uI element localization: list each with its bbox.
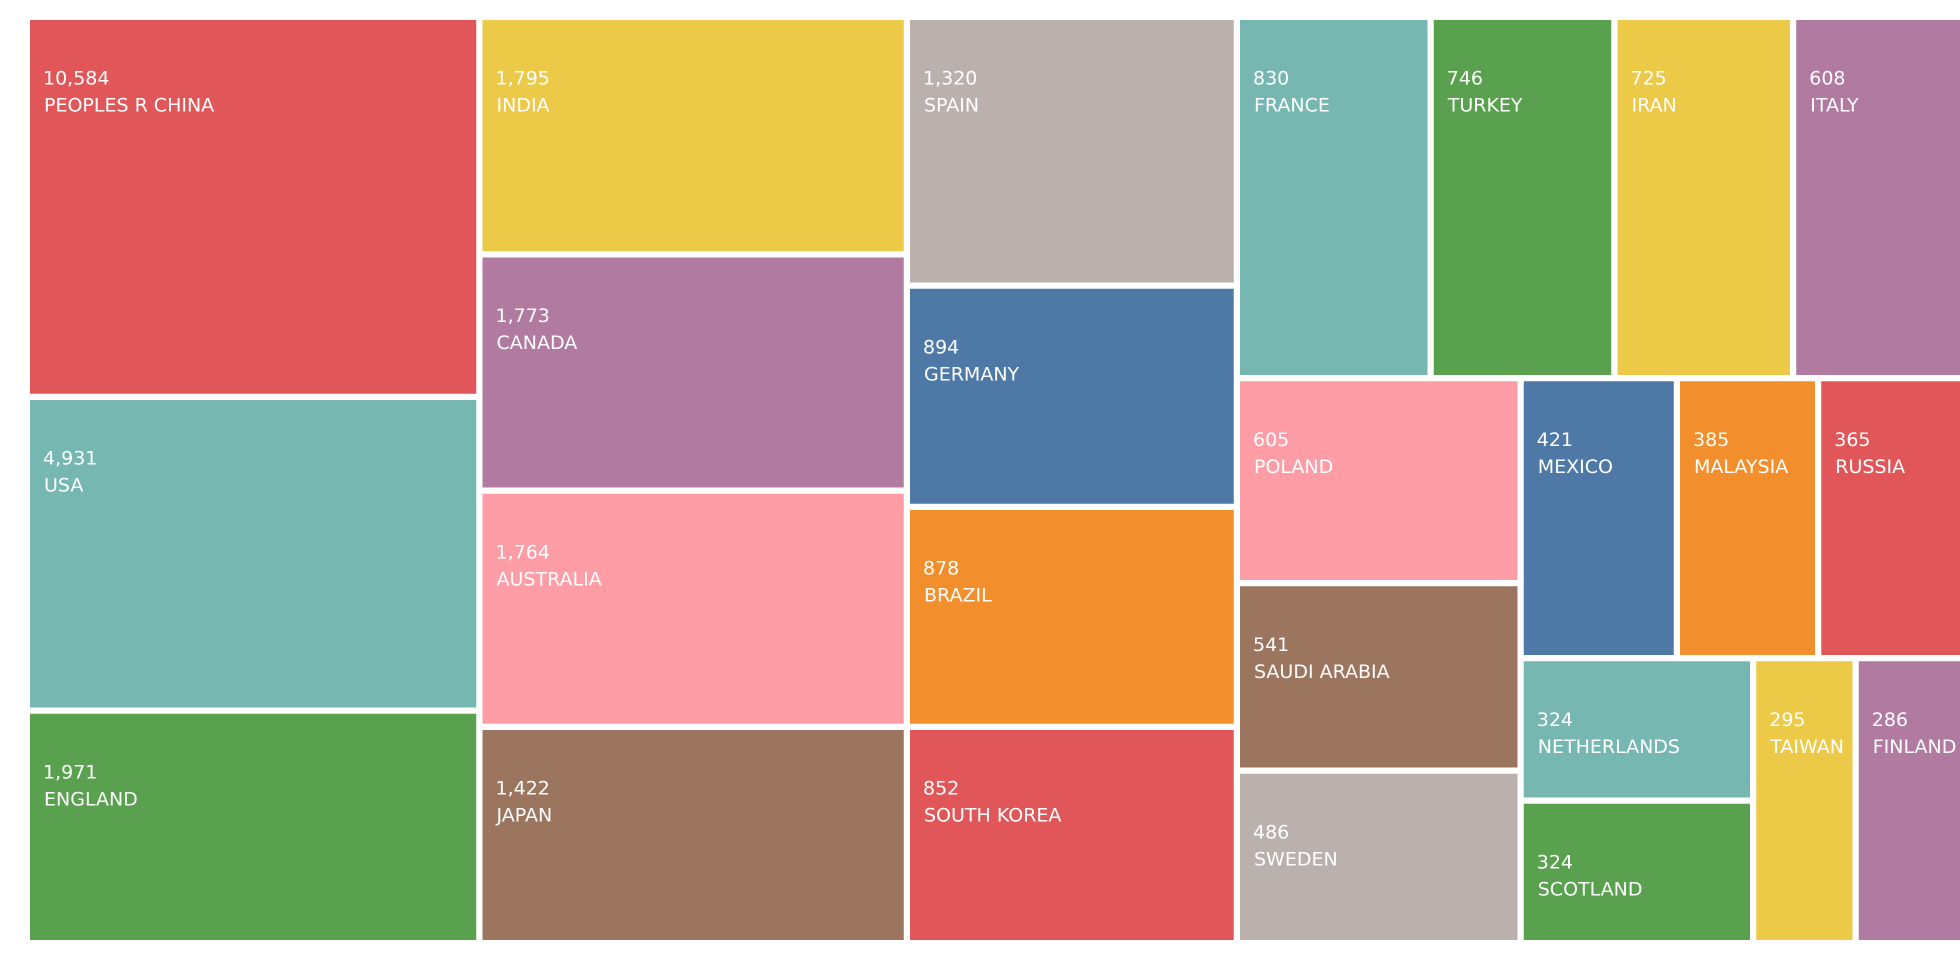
tile-value-label: 605 [1253,429,1289,451]
tile-name-label: SCOTLAND [1538,878,1643,900]
tile-value-label: 608 [1809,68,1845,90]
tile-name-label: TURKEY [1447,95,1523,117]
treemap-tile [910,288,1234,504]
tile-value-label: 878 [923,558,959,580]
tile-name-label: JAPAN [496,805,553,827]
tile-name-label: FRANCE [1254,95,1330,117]
tile-value-label: 295 [1769,709,1805,731]
tile-value-label: 365 [1834,429,1870,451]
treemap-tile [910,510,1234,724]
tile-value-label: 421 [1537,429,1573,451]
treemap-tile [1617,20,1790,375]
tile-name-label: USA [44,475,83,497]
tile-name-label: PEOPLES R CHINA [44,95,214,117]
treemap-tile [1523,803,1750,940]
treemap-tile [30,713,477,940]
tile-name-label: SPAIN [924,95,979,117]
treemap-tile [1756,661,1853,940]
tile-value-label: 725 [1631,68,1667,90]
tile-name-label: SWEDEN [1254,848,1338,870]
tile-name-label: FINLAND [1873,736,1957,758]
treemap-tile [1523,661,1750,798]
tile-name-label: NETHERLANDS [1538,736,1680,758]
tile-name-label: INDIA [497,95,550,117]
tile-value-label: 324 [1537,851,1573,873]
treemap-tile [482,730,904,940]
tile-value-label: 486 [1253,821,1289,843]
tile-name-label: GERMANY [924,363,1020,385]
tile-value-label: 1,971 [43,761,97,783]
tile-value-label: 852 [923,778,959,800]
tile-value-label: 746 [1447,68,1483,90]
treemap-tile [482,20,904,252]
treemap-tile [1240,381,1518,580]
treemap-tile [1821,381,1960,655]
treemap-tile [1240,586,1518,768]
tile-value-label: 1,422 [496,778,550,800]
tile-value-label: 894 [923,336,959,358]
treemap-tile [910,730,1234,940]
tile-name-label: RUSSIA [1835,456,1905,478]
tile-name-label: MALAYSIA [1694,456,1788,478]
treemap-tile [1433,20,1612,375]
tile-value-label: 4,931 [43,448,97,470]
tile-name-label: MEXICO [1538,456,1613,478]
tile-value-label: 10,584 [43,68,109,90]
tile-value-label: 1,773 [496,305,550,327]
tile-name-label: IRAN [1632,95,1677,117]
tile-name-label: SOUTH KOREA [924,805,1061,827]
tile-name-label: BRAZIL [924,585,992,607]
tile-value-label: 286 [1872,709,1908,731]
tile-value-label: 1,764 [496,541,550,563]
treemap-tile [1858,661,1960,940]
tile-name-label: SAUDI ARABIA [1254,661,1390,683]
tile-name-label: POLAND [1254,456,1333,478]
tile-value-label: 1,320 [923,68,977,90]
tile-name-label: AUSTRALIA [497,568,602,590]
treemap-tile [1523,381,1674,655]
treemap-tile [910,20,1234,283]
treemap-tile [30,400,477,708]
tile-name-label: ITALY [1810,95,1859,117]
treemap-tile [30,20,477,394]
tile-value-label: 385 [1693,429,1729,451]
tile-value-label: 1,795 [496,68,550,90]
tile-name-label: ENGLAND [44,788,138,810]
tile-value-label: 830 [1253,68,1289,90]
treemap-tile [482,257,904,488]
tile-name-label: TAIWAN [1769,736,1844,758]
treemap-tile [1240,773,1518,940]
tile-name-label: CANADA [497,332,578,354]
tile-value-label: 324 [1537,709,1573,731]
treemap-tile [1796,20,1960,375]
treemap-tile [1240,20,1428,375]
treemap-tile [482,493,904,724]
tile-value-label: 541 [1253,634,1289,656]
treemap-tile [1680,381,1815,655]
